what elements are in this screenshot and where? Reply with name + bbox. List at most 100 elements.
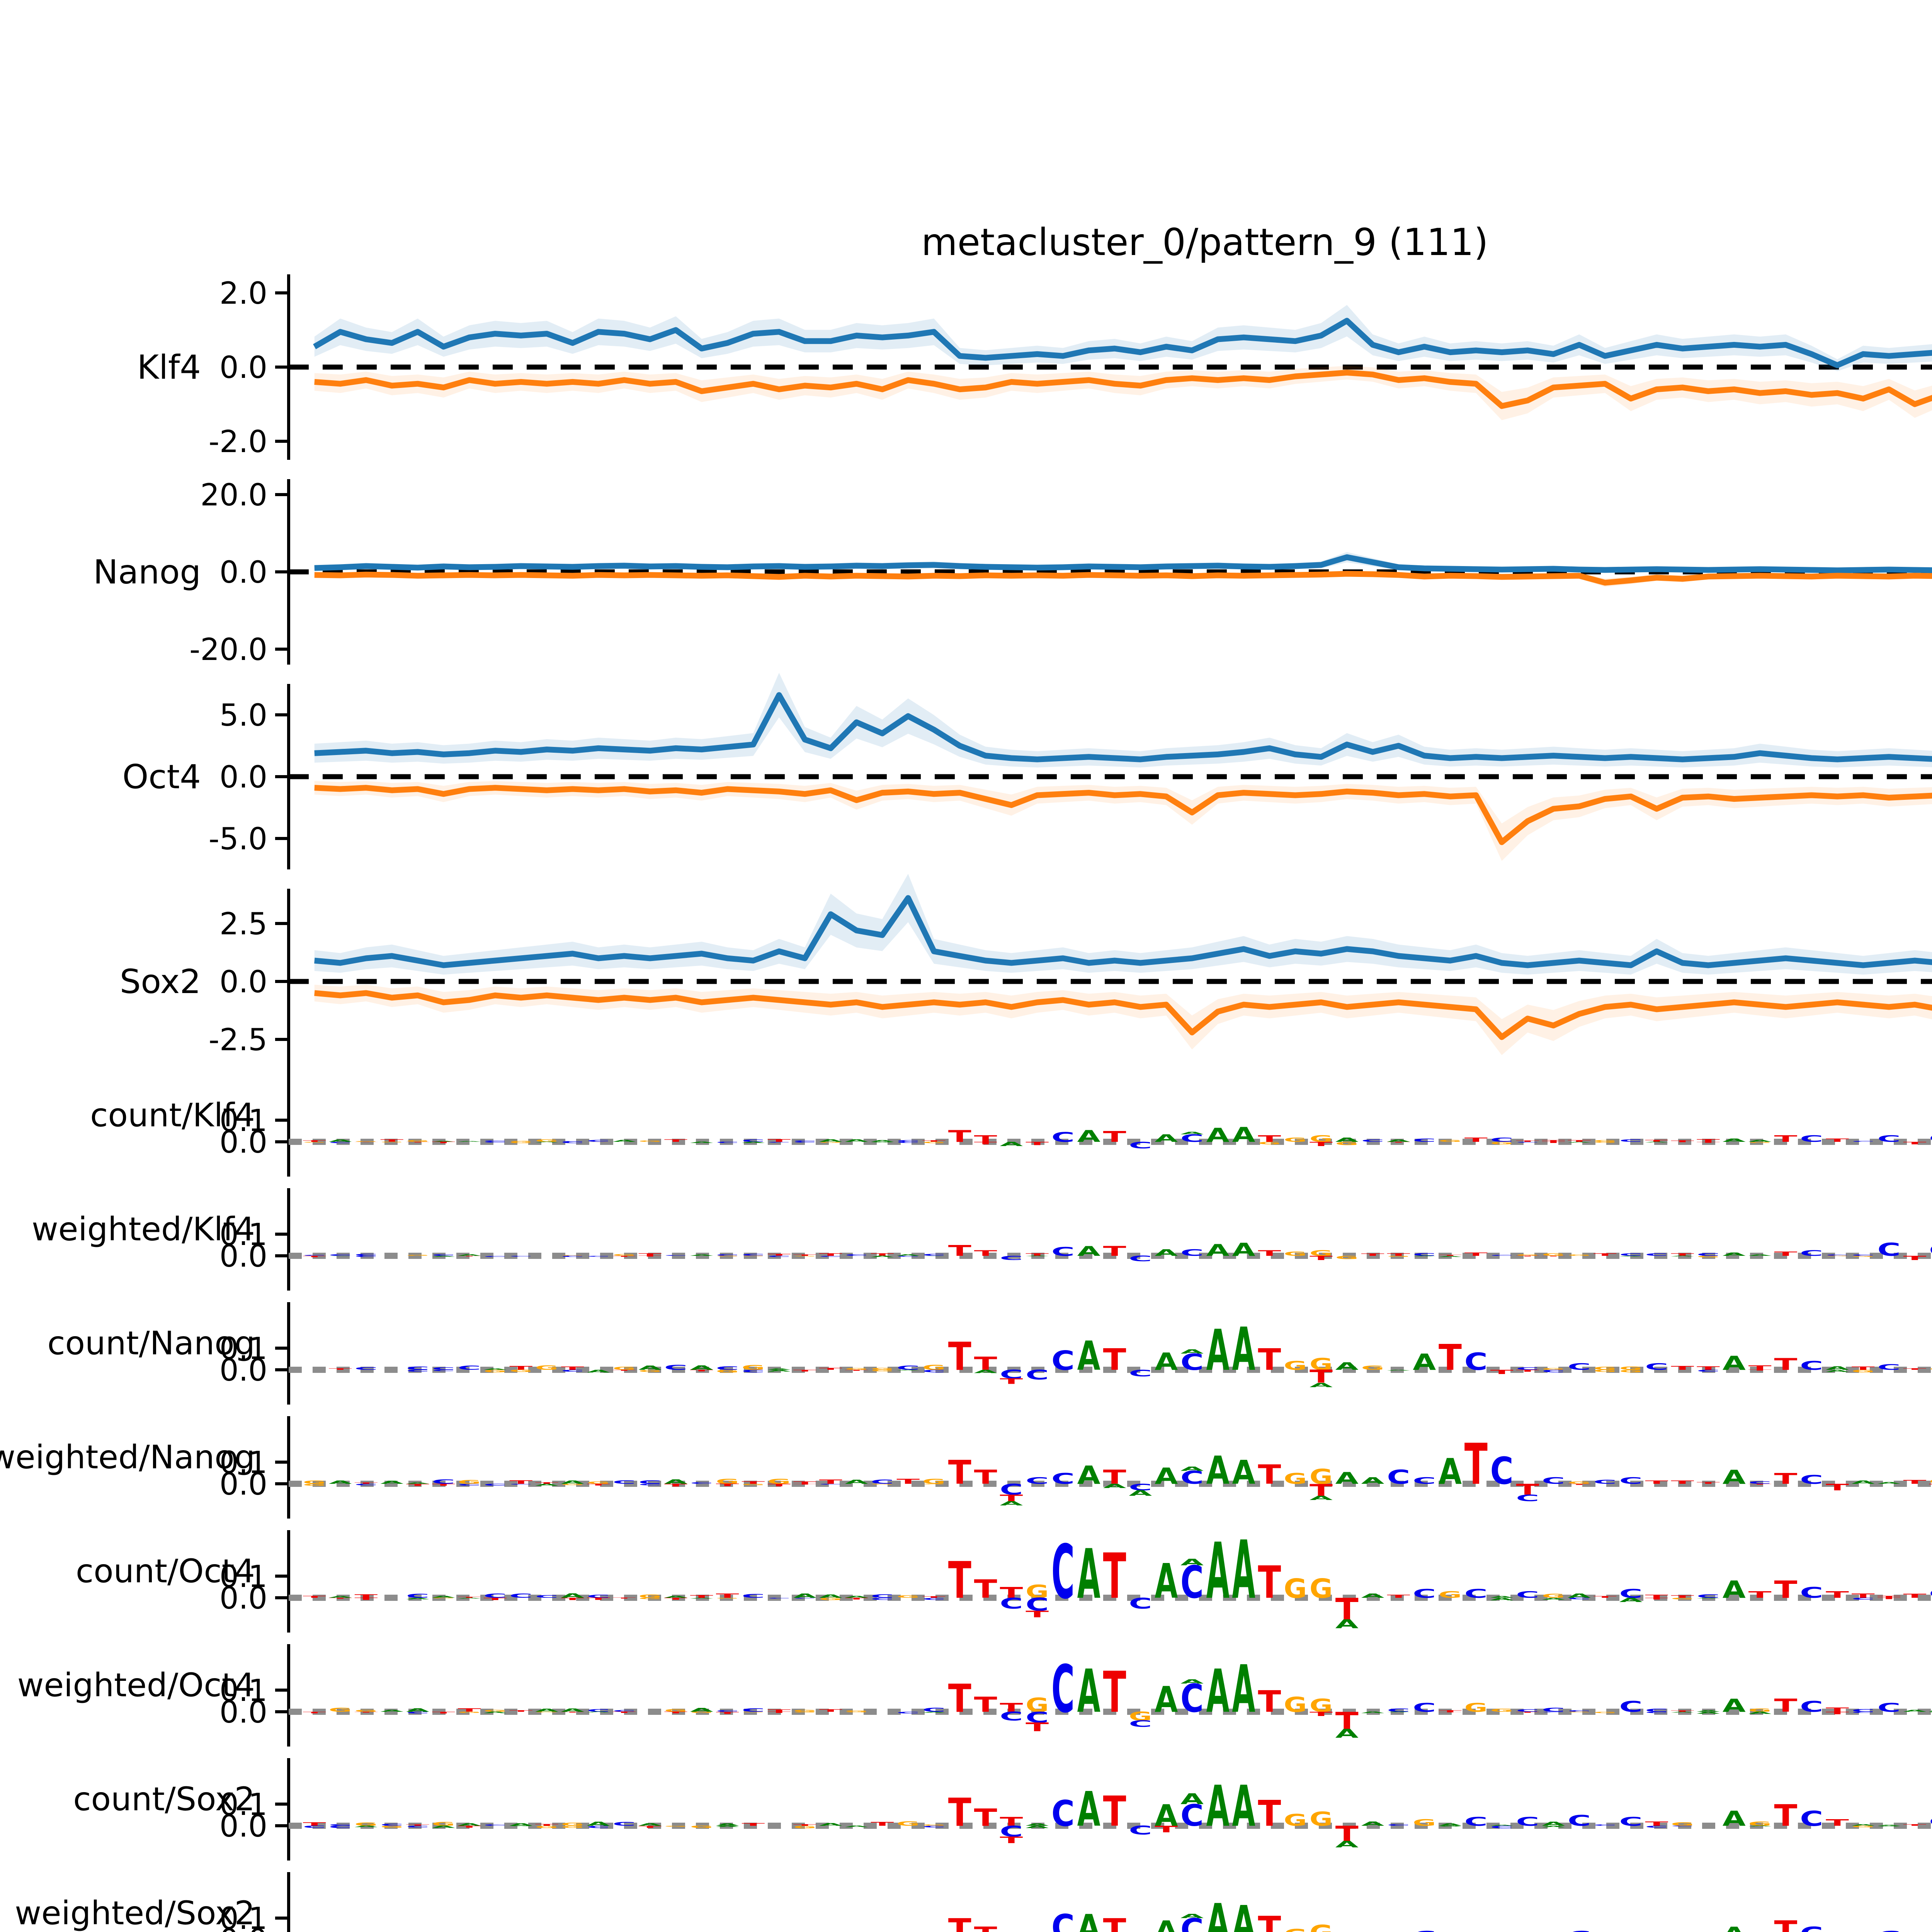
logo-letter-A: A: [1490, 1824, 1514, 1826]
logo-letter-A: A: [1155, 1348, 1178, 1376]
logo-letter-C: C: [406, 1593, 429, 1599]
logo-letter-C: C: [664, 1255, 687, 1256]
logo-letter-T: T: [1103, 1788, 1126, 1836]
logo-letter-A: A: [329, 1595, 352, 1598]
logo-letter-T: T: [974, 1354, 997, 1374]
logo-letter-G: G: [1697, 1255, 1720, 1258]
y-tick-label: 0.0: [219, 760, 267, 795]
logo-letter-T: T: [1878, 1595, 1901, 1598]
logo-letter-C: C: [1800, 1359, 1823, 1373]
logo-letter-G: G: [896, 1820, 920, 1827]
logo-letter-G: G: [1852, 1825, 1875, 1828]
logo-letter-C: C: [1129, 1823, 1152, 1837]
logo-letter-A: A: [819, 1139, 842, 1143]
logo-letter-A: A: [1878, 1824, 1901, 1826]
logo-letter-T: T: [716, 1592, 739, 1599]
logo-letter-T: T: [561, 1597, 584, 1601]
logo-letter-G: G: [742, 1712, 765, 1713]
logo-letter-T: T: [1645, 1480, 1668, 1485]
y-tick-label: 0.0: [219, 555, 267, 590]
logo-letter-A: A: [1155, 1679, 1178, 1720]
logo-letter-T: T: [1000, 1701, 1023, 1715]
logo-letter-C: C: [1800, 1473, 1823, 1487]
logo-letter-G: G: [638, 1140, 662, 1143]
logo-letter-G: G: [1439, 1590, 1462, 1600]
logo-letter-G: G: [1464, 1701, 1488, 1715]
logo-letter-C: C: [1413, 1587, 1436, 1601]
logo-letter-T: T: [1671, 1365, 1694, 1371]
logo-letter-G: G: [561, 1483, 584, 1485]
logo-letter-C: C: [1878, 1363, 1901, 1371]
logo-letter-A: A: [1310, 1495, 1333, 1502]
logo-letter-G: G: [1594, 1369, 1617, 1372]
logo-letter-T: T: [974, 1804, 997, 1832]
logo-letter-C: C: [354, 1483, 378, 1486]
logo-panel-weighted_sox2: 0.10.0weighted/Sox2TTCTACATGATCAAATGGTAC…: [15, 1872, 1901, 1932]
logo-letter-T: T: [948, 1242, 971, 1260]
logo-letter-C: C: [1180, 1349, 1204, 1375]
logo-letter-A: A: [845, 1595, 868, 1598]
logo-letter-T: T: [509, 1480, 532, 1485]
logo-letter-G: G: [1310, 1134, 1333, 1144]
logo-letter-A: A: [380, 1480, 403, 1485]
logo-letter-T: T: [1671, 1710, 1694, 1712]
logo-letter-A: A: [1206, 1893, 1230, 1932]
logo-letter-T: T: [303, 1595, 326, 1598]
logo-letter-G: G: [535, 1712, 558, 1713]
logo-letter-G: G: [845, 1367, 868, 1370]
logo-letter-T: T: [1258, 1793, 1281, 1834]
logo-letter-T: T: [1026, 1609, 1049, 1619]
logo-letter-C: C: [612, 1709, 636, 1713]
panel-label-sox2: Sox2: [120, 963, 201, 1001]
logo-letter-C: C: [1000, 1709, 1023, 1723]
logo-letter-G: G: [483, 1709, 507, 1713]
logo-letter-T: T: [1903, 1479, 1926, 1485]
logo-letter-C: C: [1000, 1367, 1023, 1381]
logo-letter-A: A: [1232, 1524, 1255, 1617]
logo-letter-T: T: [1697, 1366, 1720, 1371]
logo-letter-T: T: [1774, 1696, 1797, 1716]
logo-letter-C: C: [922, 1707, 946, 1713]
logo-letter-T: T: [458, 1825, 481, 1828]
logo-letter-T: T: [819, 1253, 843, 1257]
logo-letter-G: G: [1310, 1696, 1333, 1716]
logo-letter-C: C: [1180, 1798, 1204, 1833]
logo-letter-T: T: [922, 1596, 946, 1599]
logo-letter-T: T: [1103, 1466, 1126, 1488]
logo-letter-C: C: [1542, 1476, 1565, 1486]
pos-line: [314, 554, 1932, 573]
logo-letter-C: C: [1180, 1912, 1204, 1932]
logo-letter-C: C: [1051, 1793, 1075, 1834]
logo-letter-T: T: [1361, 1253, 1384, 1257]
logo-letter-A: A: [458, 1597, 481, 1599]
logo-letter-T: T: [1903, 1368, 1926, 1370]
logo-letter-T: T: [1852, 1592, 1875, 1599]
logo-letter-C: C: [1645, 1825, 1668, 1828]
logo-letter-G: G: [819, 1141, 842, 1143]
logo-letter-C: C: [742, 1369, 765, 1373]
logo-letter-T: T: [1671, 1253, 1694, 1257]
logo-letter-G: G: [793, 1711, 816, 1713]
logo-letter-C: C: [1051, 1470, 1075, 1488]
logo-letter-G: G: [716, 1256, 739, 1257]
logo-letter-T: T: [303, 1140, 326, 1142]
logo-letter-A: A: [1180, 1131, 1204, 1135]
logo-letter-G: G: [1594, 1366, 1617, 1371]
logo-letter-C: C: [1387, 1824, 1410, 1826]
logo-letter-A: A: [1361, 1820, 1384, 1827]
logo-letter-C: C: [1413, 1929, 1436, 1932]
y-tick-label: 0.1: [219, 1787, 267, 1822]
logo-letter-C: C: [1800, 1806, 1823, 1830]
logo-letter-T: T: [1439, 1254, 1462, 1256]
logo-letter-C: C: [354, 1255, 378, 1257]
logo-letter-C: C: [1594, 1479, 1617, 1485]
logo-letter-C: C: [1464, 1348, 1488, 1376]
logo-letter-C: C: [329, 1141, 352, 1143]
logo-letter-C: C: [716, 1141, 739, 1143]
logo-letter-A: A: [1206, 1318, 1230, 1383]
logo-letter-C: C: [1852, 1254, 1875, 1256]
logo-letter-T: T: [1568, 1139, 1591, 1143]
